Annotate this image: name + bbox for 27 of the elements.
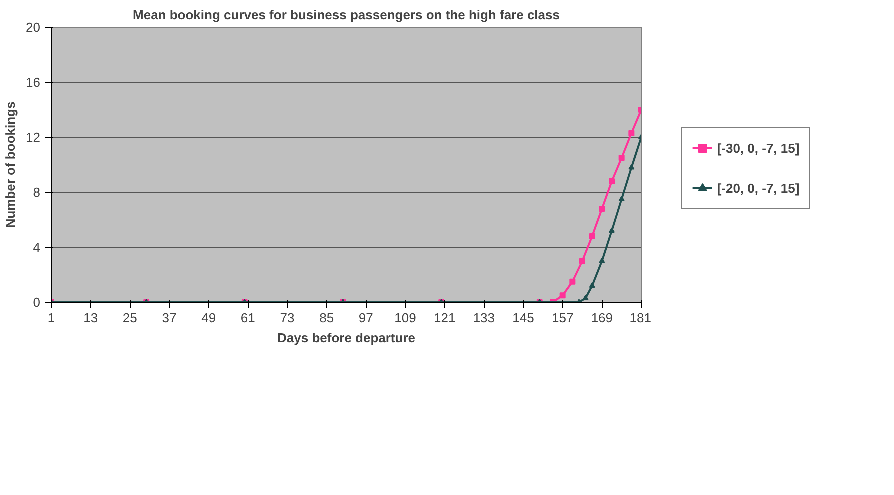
x-tick-label: 49 — [202, 310, 216, 326]
x-tick-label: 169 — [591, 310, 614, 326]
x-tick-label: 109 — [394, 310, 416, 326]
x-tick-label: 13 — [84, 310, 98, 326]
x-tick-label: 145 — [512, 310, 534, 326]
x-tick-label: 121 — [434, 310, 456, 326]
x-tick-label: 37 — [162, 310, 177, 326]
x-tick-label: 85 — [320, 310, 334, 326]
y-tick-label: 20 — [26, 20, 41, 35]
y-tick-label: 8 — [33, 185, 41, 200]
y-tick-label: 4 — [33, 240, 41, 255]
y-axis-title: Number of bookings — [3, 102, 18, 228]
x-tick-label: 97 — [358, 310, 374, 326]
chart-title: Mean booking curves for business passengers on the high fare class — [133, 8, 560, 22]
x-tick-label: 73 — [280, 310, 295, 326]
legend-label: [-30, 0, -7, 15] — [717, 140, 800, 156]
x-axis-title: Days before departure — [278, 330, 416, 346]
legend-label: [-20, 0, -7, 15] — [717, 180, 800, 196]
x-tick-label: 181 — [630, 310, 652, 326]
y-tick-label: 12 — [26, 130, 41, 145]
x-tick-label: 1 — [48, 310, 56, 326]
y-tick-label: 16 — [26, 75, 41, 90]
x-tick-label: 133 — [473, 310, 496, 326]
x-tick-label: 25 — [122, 310, 138, 326]
x-tick-label: 61 — [240, 310, 256, 326]
y-tick-label: 0 — [33, 295, 41, 310]
x-tick-label: 157 — [552, 310, 574, 326]
